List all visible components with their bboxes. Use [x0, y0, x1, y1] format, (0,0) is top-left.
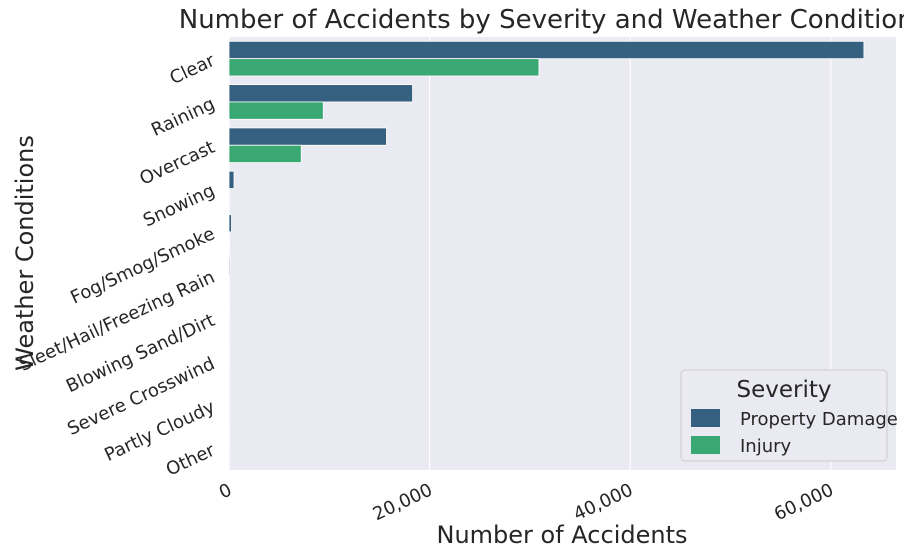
- bar-property-damage: [229, 41, 864, 58]
- legend-title: Severity: [737, 377, 832, 403]
- bar-injury: [229, 102, 323, 119]
- x-tick-label: 20,000: [370, 479, 436, 525]
- bar-injury: [229, 145, 301, 162]
- y-tick-label: Clear: [167, 50, 219, 89]
- bar-property-damage: [229, 171, 234, 188]
- bar-injury: [229, 189, 230, 206]
- bar-property-damage: [229, 215, 232, 232]
- x-tick-labels: 0 20,000 40,000 60,000: [216, 479, 837, 525]
- x-tick-label: 40,000: [570, 479, 636, 525]
- bar-injury: [229, 59, 539, 76]
- x-tick-label: 60,000: [771, 479, 837, 525]
- x-tick-label: 0: [216, 479, 235, 503]
- bar-property-damage: [229, 301, 230, 318]
- legend: Severity Property Damage Injury: [681, 370, 898, 461]
- y-axis-label: Weather Conditions: [11, 135, 39, 371]
- y-tick-labels: ClearRainingOvercastSnowingFog/Smog/Smok…: [16, 50, 219, 481]
- bar-injury: [229, 232, 230, 249]
- legend-swatch-injury: [691, 436, 720, 454]
- legend-label-property-damage: Property Damage: [740, 409, 898, 430]
- y-tick-label: Raining: [148, 93, 218, 141]
- x-axis-label: Number of Accidents: [437, 521, 688, 549]
- legend-label-injury: Injury: [740, 436, 792, 457]
- bar-property-damage: [229, 85, 413, 102]
- legend-swatch-property-damage: [691, 409, 720, 427]
- bar-property-damage: [229, 258, 230, 275]
- y-tick-label: Other: [163, 440, 219, 481]
- bar-property-damage: [229, 128, 386, 145]
- chart-title: Number of Accidents by Severity and Weat…: [179, 5, 904, 35]
